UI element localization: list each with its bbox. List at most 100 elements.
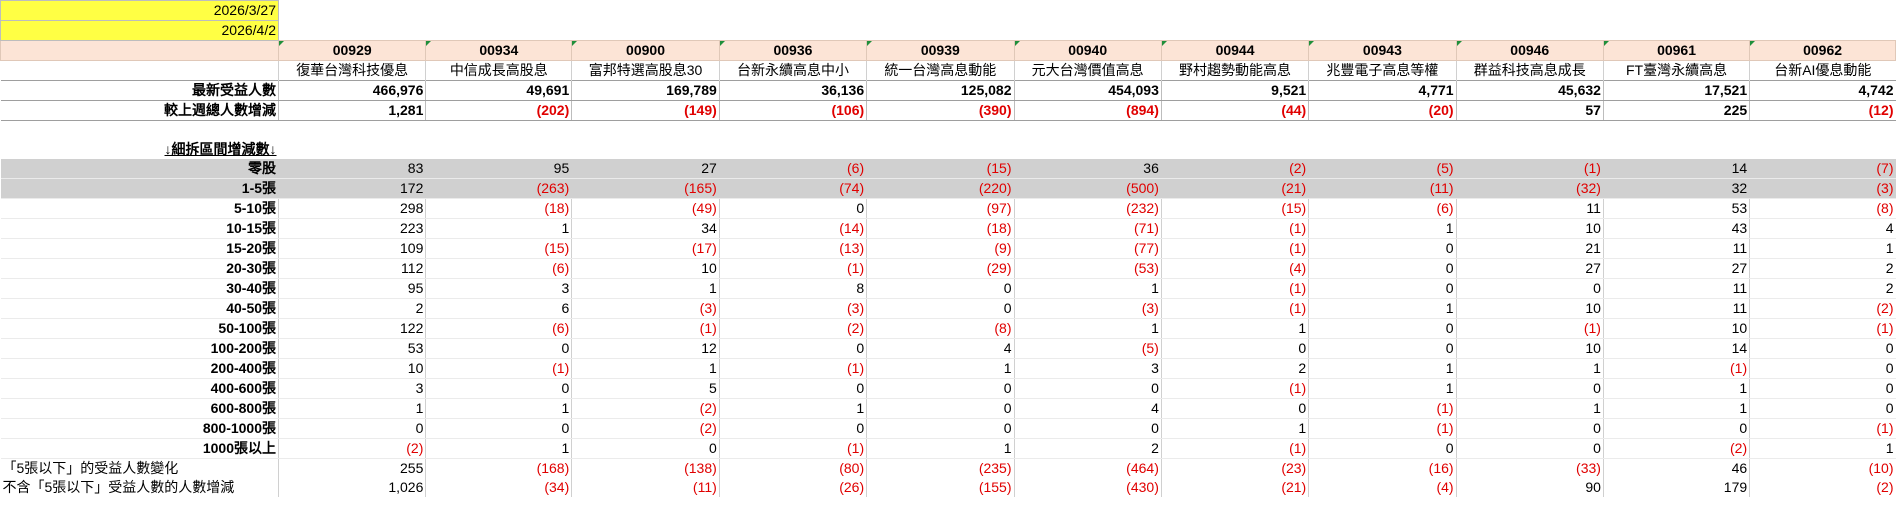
fund-code-cell[interactable]: 00939 (866, 40, 1015, 61)
value-cell[interactable]: (500) (1013, 178, 1162, 199)
value-cell[interactable]: (3) (571, 298, 720, 319)
bracket-label[interactable]: 5-10張 (0, 198, 279, 219)
value-cell[interactable]: 36,136 (718, 80, 867, 101)
value-cell[interactable]: (2) (278, 438, 426, 459)
value-cell[interactable]: (2) (1749, 478, 1896, 497)
bracket-label[interactable]: 零股 (0, 159, 279, 179)
value-cell[interactable]: (1) (1160, 298, 1309, 319)
empty-cell[interactable] (572, 140, 720, 159)
value-cell[interactable]: 1 (425, 438, 572, 459)
bracket-label[interactable]: 1000張以上 (0, 438, 279, 459)
value-cell[interactable]: 255 (278, 458, 426, 478)
fund-code-cell[interactable]: 00943 (1308, 40, 1457, 61)
value-cell[interactable]: 0 (1308, 318, 1457, 339)
value-cell[interactable]: (7) (1749, 159, 1896, 179)
value-cell[interactable]: (1) (1160, 378, 1309, 399)
value-cell[interactable]: 10 (571, 258, 720, 279)
value-cell[interactable]: 466,976 (278, 80, 426, 101)
empty-cell[interactable] (1309, 1, 1456, 21)
value-cell[interactable]: 0 (1602, 418, 1750, 439)
value-cell[interactable]: (464) (1013, 458, 1162, 478)
value-cell[interactable]: (1) (1749, 418, 1896, 439)
value-cell[interactable]: 43 (1602, 218, 1750, 239)
value-cell[interactable]: 0 (718, 418, 867, 439)
date-cell[interactable]: 2026/3/27 (0, 0, 280, 21)
value-cell[interactable]: 12 (571, 338, 720, 359)
empty-cell[interactable] (1, 61, 279, 81)
empty-cell[interactable] (572, 21, 720, 41)
empty-cell[interactable] (572, 1, 720, 21)
value-cell[interactable]: 0 (1160, 398, 1309, 419)
value-cell[interactable]: 223 (278, 218, 426, 239)
value-cell[interactable]: 0 (866, 398, 1014, 419)
bracket-label[interactable]: 15-20張 (0, 238, 279, 259)
bracket-label[interactable]: 600-800張 (0, 398, 279, 419)
value-cell[interactable]: 1 (718, 398, 867, 419)
value-cell[interactable]: (1) (718, 358, 867, 379)
empty-cell[interactable] (1014, 1, 1161, 21)
value-cell[interactable]: (3) (718, 298, 867, 319)
value-cell[interactable]: (1) (571, 318, 720, 339)
empty-cell[interactable] (1750, 121, 1896, 141)
value-cell[interactable]: 454,093 (1013, 80, 1162, 101)
empty-cell[interactable] (1309, 21, 1456, 41)
empty-cell[interactable] (426, 1, 572, 21)
empty-cell[interactable] (426, 121, 572, 141)
value-cell[interactable]: (3) (1013, 298, 1162, 319)
value-cell[interactable]: 57 (1455, 100, 1604, 121)
value-cell[interactable]: 95 (278, 278, 426, 299)
value-cell[interactable]: (15) (425, 238, 572, 259)
value-cell[interactable]: (2) (571, 418, 720, 439)
value-cell[interactable]: (263) (425, 178, 572, 199)
empty-cell[interactable] (1161, 1, 1308, 21)
value-cell[interactable]: (8) (1749, 198, 1896, 219)
value-cell[interactable]: 17,521 (1602, 80, 1750, 101)
value-cell[interactable]: 27 (1455, 258, 1604, 279)
value-cell[interactable]: (1) (1160, 438, 1309, 459)
value-cell[interactable]: (8) (866, 318, 1014, 339)
value-cell[interactable]: 1 (1160, 318, 1309, 339)
value-cell[interactable]: 225 (1602, 100, 1750, 121)
value-cell[interactable]: 1 (1308, 218, 1457, 239)
bracket-label[interactable]: 400-600張 (0, 378, 279, 399)
fund-name-cell[interactable]: 統一台灣高息動能 (866, 60, 1014, 81)
value-cell[interactable]: 2 (278, 298, 426, 319)
value-cell[interactable]: 45,632 (1455, 80, 1604, 101)
empty-cell[interactable] (867, 21, 1014, 41)
bracket-label[interactable]: 10-15張 (0, 218, 279, 239)
empty-cell[interactable] (1161, 121, 1308, 141)
fund-code-cell[interactable]: 00900 (571, 40, 720, 61)
value-cell[interactable]: 0 (1749, 378, 1896, 399)
value-cell[interactable]: 0 (718, 198, 867, 219)
empty-cell[interactable] (1750, 1, 1896, 21)
value-cell[interactable]: 1 (1308, 298, 1457, 319)
bracket-label[interactable]: 200-400張 (0, 358, 279, 379)
fund-code-cell[interactable]: 00961 (1602, 40, 1751, 61)
empty-cell[interactable] (1603, 140, 1749, 159)
value-cell[interactable]: 53 (278, 338, 426, 359)
date-cell[interactable]: 2026/4/2 (0, 20, 280, 41)
value-cell[interactable]: (1) (1455, 318, 1604, 339)
value-cell[interactable]: 0 (1013, 418, 1162, 439)
value-cell[interactable]: 27 (571, 159, 720, 179)
empty-cell[interactable] (1014, 21, 1161, 41)
value-cell[interactable]: 1 (1013, 278, 1162, 299)
value-cell[interactable]: 11 (1455, 198, 1604, 219)
value-cell[interactable]: (2) (1749, 298, 1896, 319)
row-label[interactable]: 最新受益人數 (0, 80, 279, 101)
value-cell[interactable]: (155) (866, 478, 1014, 497)
value-cell[interactable]: (12) (1749, 100, 1896, 121)
value-cell[interactable]: (13) (718, 238, 867, 259)
value-cell[interactable]: 27 (1602, 258, 1750, 279)
value-cell[interactable]: 298 (278, 198, 426, 219)
bottom-label[interactable]: 「5張以下」的受益人數變化 (2, 460, 179, 476)
value-cell[interactable]: (5) (1013, 338, 1162, 359)
value-cell[interactable]: (202) (425, 100, 572, 121)
value-cell[interactable]: 3 (425, 278, 572, 299)
empty-cell[interactable] (1456, 1, 1603, 21)
value-cell[interactable]: (390) (866, 100, 1014, 121)
empty-cell[interactable] (867, 140, 1014, 159)
value-cell[interactable]: (1) (1308, 398, 1457, 419)
value-cell[interactable]: 0 (1455, 438, 1604, 459)
fund-name-cell[interactable]: 群益科技高息成長 (1455, 60, 1604, 81)
